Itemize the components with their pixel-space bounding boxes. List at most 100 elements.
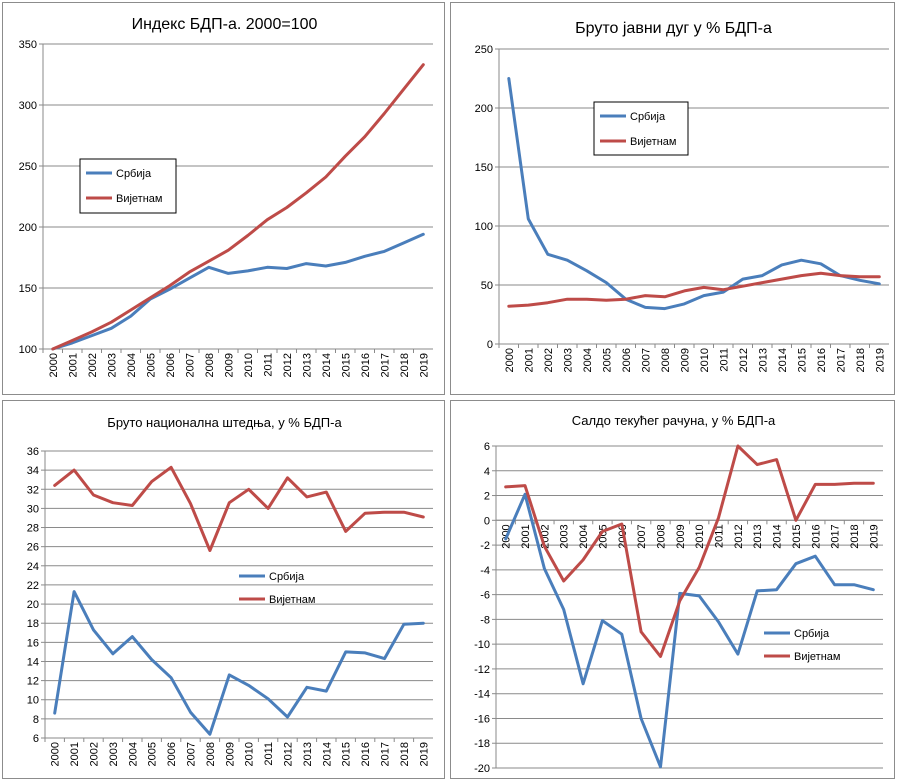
legend: Србија Вијетнам — [239, 571, 315, 606]
y-tick-label: 4 — [484, 466, 490, 478]
x-tick-label: 2016 — [816, 348, 828, 372]
y-tick-label: 6 — [484, 441, 490, 453]
x-tick-label: 2019 — [868, 524, 880, 548]
y-tick-label: 200 — [475, 103, 493, 115]
x-tick-label: 2003 — [106, 353, 118, 377]
y-tick-label: -12 — [474, 664, 490, 676]
x-tick-label: 2014 — [772, 524, 784, 548]
x-tick-label: 2017 — [380, 742, 392, 766]
y-tick-label: -8 — [480, 614, 490, 626]
y-tick-label: 34 — [27, 465, 39, 477]
x-tick-label: 2009 — [679, 348, 691, 372]
y-tick-label: 20 — [27, 599, 39, 611]
x-tick-label: 2000 — [48, 353, 60, 377]
series-line-vietnam — [507, 271, 881, 308]
x-tick-label: 2001 — [67, 353, 79, 377]
y-tick-label: -18 — [474, 738, 490, 750]
public-debt-chart: Бруто јавни дуг у % БДП-а 0 50 100 150 200 250… — [450, 2, 895, 395]
y-tick-label: 26 — [27, 542, 39, 554]
y-tick-label: 8 — [33, 714, 39, 726]
x-tick-label: 2002 — [87, 353, 99, 377]
y-tick-label: 200 — [19, 222, 37, 234]
series-line-serbia — [51, 232, 425, 351]
x-tick-label: 2015 — [791, 524, 803, 548]
current-account-plot: Салдо текућег рачуна, у % БДП-а-20-18-16… — [474, 413, 883, 775]
y-tick-label: -16 — [474, 713, 490, 725]
series-line-vietnam — [53, 465, 425, 552]
chart-title: Бруто јавни дуг у % БДП-а — [575, 20, 772, 37]
x-tick-label: 2001 — [520, 524, 532, 548]
chart-title: Индекс БДП-а. 2000=100 — [132, 16, 318, 33]
x-tick-label: 2002 — [543, 348, 555, 372]
x-tick-label: 2005 — [145, 353, 157, 377]
y-tick-label: 0 — [484, 515, 490, 527]
x-tick-label: 2009 — [224, 742, 236, 766]
y-tick-label: -10 — [474, 639, 490, 651]
x-tick-label: 2002 — [89, 742, 101, 766]
x-tick-label: 2012 — [738, 348, 750, 372]
x-tick-label: 2016 — [360, 353, 372, 377]
x-tick-label: 2012 — [282, 353, 294, 377]
legend-label: Вијетнам — [794, 651, 840, 663]
x-tick-label: 2007 — [640, 348, 652, 372]
x-tick-label: 2004 — [127, 742, 139, 766]
x-tick-label: 2001 — [69, 742, 81, 766]
national-savings-chart: Бруто национална штедња, у % БДП-а 6 8 10 12… — [2, 400, 445, 779]
x-tick-label: 2008 — [660, 348, 672, 372]
y-tick-label: 32 — [27, 484, 39, 496]
legend-label: Србија — [794, 628, 830, 640]
x-tick-label: 2004 — [126, 353, 138, 377]
x-tick-label: 2011 — [714, 524, 726, 548]
x-tick-label: 2003 — [108, 742, 120, 766]
x-tick-label: 2008 — [655, 524, 667, 548]
y-tick-label: 30 — [27, 503, 39, 515]
x-tick-label: 2010 — [244, 742, 256, 766]
x-tick-label: 2011 — [262, 353, 274, 377]
x-tick-label: 2008 — [205, 742, 217, 766]
x-tick-label: 2015 — [796, 348, 808, 372]
y-tick-label: 18 — [27, 618, 39, 630]
y-tick-label: 10 — [27, 695, 39, 707]
series-line-vietnam — [504, 444, 875, 658]
x-tick-label: 2013 — [757, 348, 769, 372]
x-tick-label: 2017 — [379, 353, 391, 377]
legend: Србија Вијетнам — [764, 628, 840, 663]
legend-label: Србија — [269, 571, 305, 583]
y-tick-label: 50 — [481, 280, 493, 292]
x-tick-label: 2015 — [341, 742, 353, 766]
x-tick-label: 2014 — [321, 353, 333, 377]
x-tick-label: 2007 — [636, 524, 648, 548]
legend: Србија Вијетнам — [593, 101, 689, 156]
x-tick-label: 2000 — [50, 742, 62, 766]
series-line-serbia — [504, 492, 875, 769]
x-tick-label: 2007 — [184, 353, 196, 377]
legend: Србија Вијетнам — [79, 158, 177, 214]
y-tick-label: 28 — [27, 523, 39, 535]
x-tick-label: 2011 — [263, 742, 275, 766]
x-tick-label: 2006 — [165, 353, 177, 377]
y-tick-label: -2 — [480, 540, 490, 552]
x-tick-label: 2000 — [504, 348, 516, 372]
y-tick-label: -14 — [474, 689, 490, 701]
legend-label: Вијетнам — [630, 136, 676, 148]
x-tick-label: 2001 — [523, 348, 535, 372]
x-tick-label: 2018 — [399, 742, 411, 766]
legend-box — [593, 101, 689, 156]
y-tick-label: 150 — [475, 162, 493, 174]
x-tick-label: 2010 — [694, 524, 706, 548]
x-tick-label: 2008 — [204, 353, 216, 377]
y-tick-label: 100 — [475, 221, 493, 233]
series-line-serbia — [507, 77, 881, 311]
x-tick-label: 2012 — [733, 524, 745, 548]
y-tick-label: -20 — [474, 763, 490, 775]
public-debt-plot: Бруто јавни дуг у % БДП-а 0 50 100 150 200 250… — [475, 20, 889, 372]
legend-label: Вијетнам — [269, 594, 315, 606]
y-tick-label: 24 — [27, 561, 39, 573]
legend-label: Србија — [630, 111, 666, 123]
x-tick-label: 2017 — [830, 524, 842, 548]
chart-title: Салдо текућег рачуна, у % БДП-а — [572, 413, 776, 428]
x-tick-label: 2004 — [578, 524, 590, 548]
x-tick-label: 2019 — [874, 348, 886, 372]
y-tick-label: 250 — [475, 44, 493, 56]
x-tick-label: 2014 — [777, 348, 789, 372]
